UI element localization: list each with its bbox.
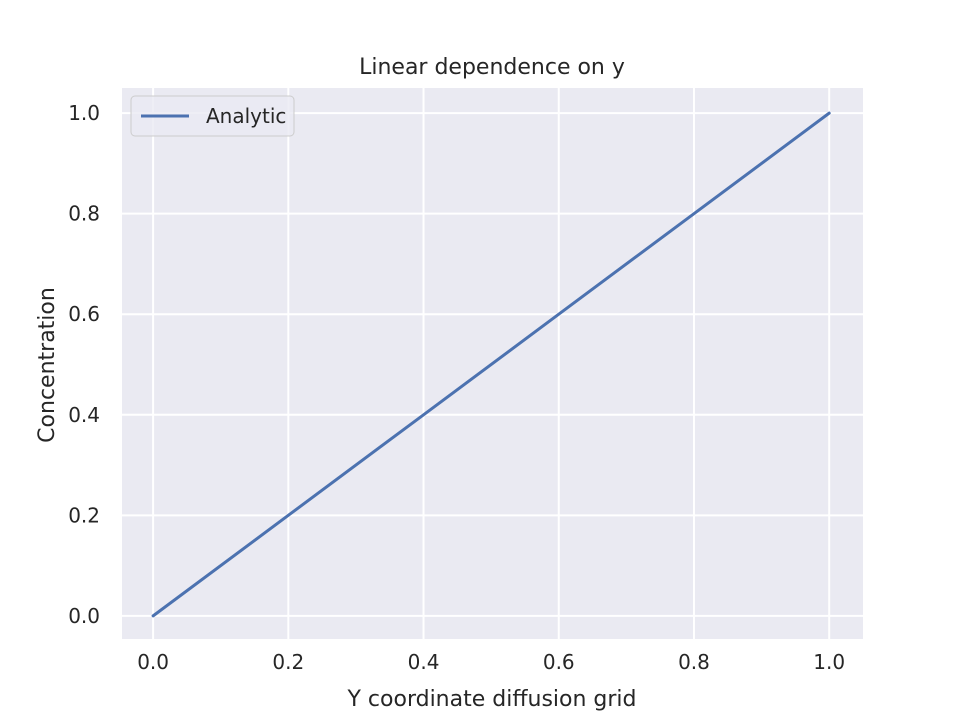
y-tick-label: 1.0 [68, 101, 100, 125]
x-tick-label: 0.2 [272, 650, 304, 674]
y-tick-label: 0.8 [68, 202, 100, 226]
y-tick-label: 0.4 [68, 403, 100, 427]
legend-box [130, 95, 295, 137]
grid-lines [122, 88, 863, 639]
legend: Analytic [130, 95, 295, 137]
x-tick-label: 0.8 [678, 650, 710, 674]
y-tick-label: 0.6 [68, 302, 100, 326]
y-tick-labels: 0.0 0.2 0.4 0.6 0.8 1.0 [68, 101, 100, 628]
x-tick-label: 0.4 [408, 650, 440, 674]
x-tick-labels: 0.0 0.2 0.4 0.6 0.8 1.0 [137, 650, 845, 674]
chart-title: Linear dependence on y [359, 55, 625, 80]
x-tick-label: 0.0 [137, 650, 169, 674]
y-tick-label: 0.0 [68, 604, 100, 628]
x-axis-label: Y coordinate diffusion grid [347, 687, 637, 712]
x-tick-label: 0.6 [543, 650, 575, 674]
series-line-analytic [151, 111, 831, 618]
series-layer [151, 111, 831, 618]
y-tick-label: 0.2 [68, 503, 100, 527]
legend-label-analytic: Analytic [206, 104, 286, 128]
x-tick-label: 1.0 [813, 650, 845, 674]
y-axis-label: Concentration [35, 287, 60, 443]
